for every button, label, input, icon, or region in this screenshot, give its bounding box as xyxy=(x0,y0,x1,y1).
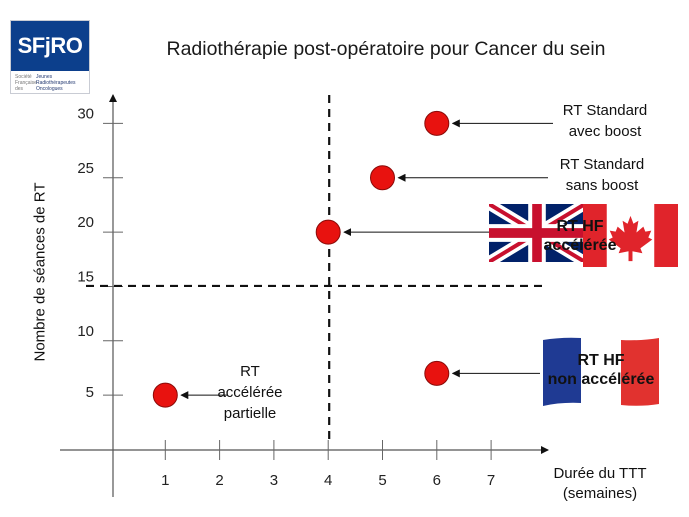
annotation-rt-hf-non-acceleree: RT HF non accélérée xyxy=(547,352,655,388)
y-tick-label-20: 20 xyxy=(77,214,94,231)
data-point-2 xyxy=(315,219,341,245)
y-tick-label-10: 10 xyxy=(77,323,94,340)
france-flag xyxy=(543,337,659,406)
data-point-0 xyxy=(424,110,450,136)
annotation-rt-standard-avec-boost: RT Standard avec boost xyxy=(562,102,648,140)
x-tick-label-3: 3 xyxy=(270,472,278,489)
annotation-rt-hf-acceleree: RT HF accélérée xyxy=(543,218,617,254)
x-axis-label: Durée du TTT (semaines) xyxy=(553,465,647,502)
chart-title: Radiothérapie post-opératoire pour Cance… xyxy=(166,38,606,60)
y-tick-label-5: 5 xyxy=(86,384,94,401)
data-point-4 xyxy=(152,382,178,408)
x-tick-label-6: 6 xyxy=(433,472,441,489)
x-tick-label-2: 2 xyxy=(215,472,223,489)
annotation-rt-standard-sans-boost: RT Standard sans boost xyxy=(559,156,645,194)
y-tick-label-25: 25 xyxy=(77,160,94,177)
y-tick-label-15: 15 xyxy=(77,268,94,285)
y-tick-label-30: 30 xyxy=(77,105,94,122)
x-tick-label-1: 1 xyxy=(161,472,169,489)
x-tick-label-4: 4 xyxy=(324,472,332,489)
sfjro-logo: SFjRO Société Jeunes Française Radiothérap… xyxy=(10,20,90,94)
uk-flag xyxy=(489,204,585,262)
x-tick-label-5: 5 xyxy=(378,472,386,489)
data-point-1 xyxy=(370,165,395,191)
annotation-rt-acceleree-partielle: RT accélérée partielle xyxy=(217,363,283,422)
canada-flag xyxy=(583,204,678,267)
sfjro-logo-mark: SFjRO xyxy=(11,21,89,71)
x-tick-label-7: 7 xyxy=(487,472,495,489)
sfjro-logo-subtitle: Société Jeunes Française Radiothérapeutes … xyxy=(15,74,76,92)
data-point-3 xyxy=(424,360,450,386)
